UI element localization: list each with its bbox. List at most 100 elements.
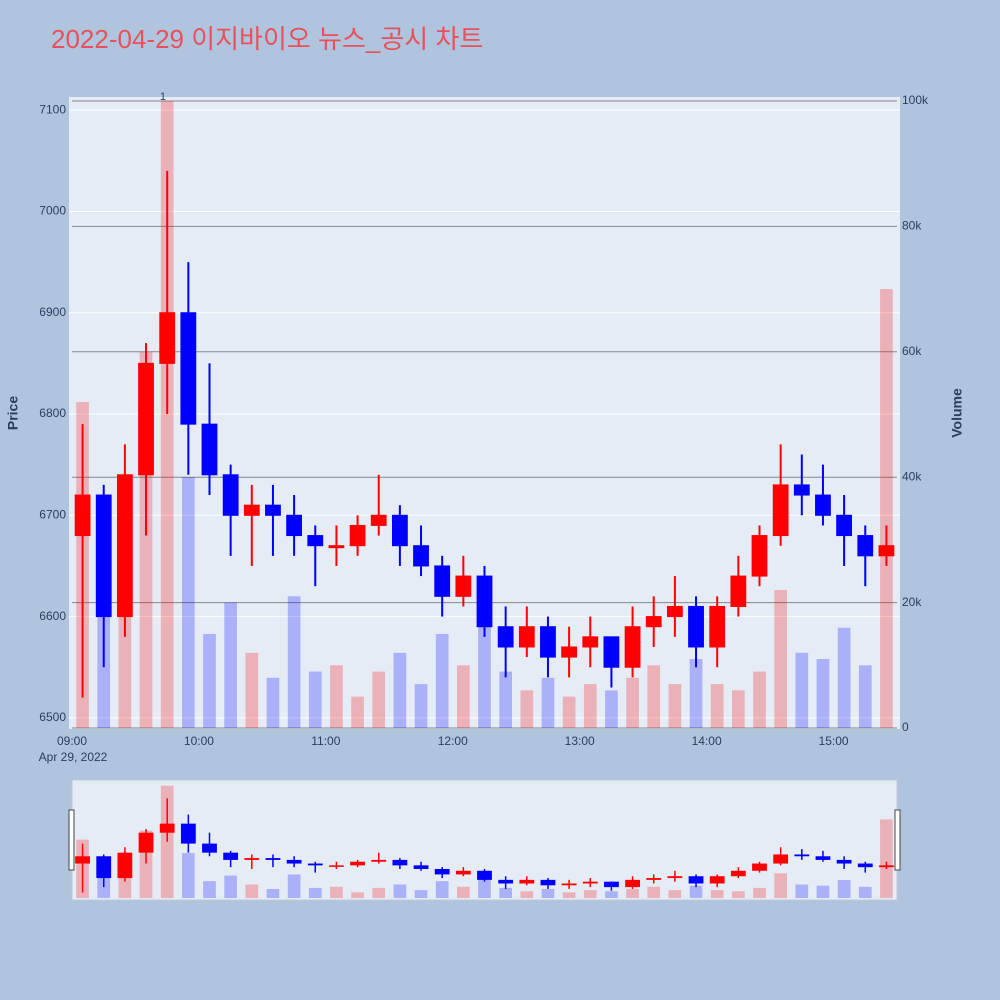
candle-body — [95, 494, 112, 618]
slider-body — [752, 863, 767, 871]
volume-bar — [541, 677, 555, 728]
slider-body — [794, 854, 810, 857]
slider-body — [286, 859, 302, 864]
y2-axis-title: Volume — [949, 388, 965, 438]
candle-body — [645, 616, 662, 628]
x-tick-label: 11:00 — [311, 734, 340, 748]
volume-bar — [245, 652, 259, 728]
slider-body — [244, 858, 260, 860]
volume-bar — [224, 602, 237, 728]
slider-volume — [308, 887, 322, 898]
candle-body — [116, 474, 133, 618]
candle-body — [307, 535, 324, 547]
slider-volume — [351, 892, 364, 898]
slider-volume — [266, 889, 280, 898]
volume-bar — [626, 677, 639, 728]
slider-volume — [732, 891, 745, 898]
volume-bar — [795, 652, 809, 728]
slider-body — [392, 859, 408, 866]
x-tick-label: 13:00 — [565, 734, 595, 748]
x-tick-label: 14:00 — [692, 734, 722, 748]
candle-body — [793, 484, 810, 496]
slider-body — [836, 859, 852, 864]
volume-bar — [499, 671, 512, 728]
volume-bar — [457, 665, 470, 728]
candle-body — [74, 494, 91, 537]
candle-body — [413, 545, 429, 567]
slider-handle[interactable] — [68, 809, 75, 871]
candle-body — [561, 646, 578, 658]
volume-bar — [203, 633, 216, 728]
slider-volume — [414, 890, 428, 898]
slider-volume — [753, 887, 766, 898]
volume-bar — [668, 684, 682, 728]
annotation: 1 — [160, 91, 166, 103]
slider-body — [477, 870, 492, 880]
candle-body — [709, 605, 726, 648]
candle-body — [286, 514, 303, 537]
y2-tick-label: 100k — [902, 93, 929, 107]
candle-body — [772, 484, 789, 537]
candle-body — [540, 626, 556, 658]
slider-volume — [160, 785, 174, 898]
candle-body — [582, 636, 599, 648]
slider-volume — [647, 886, 661, 898]
slider-body — [730, 870, 746, 877]
candle-body — [201, 423, 218, 476]
slider-volume — [858, 886, 872, 898]
volume-bar — [689, 659, 703, 728]
volume-bar — [478, 615, 491, 728]
slider-volume — [182, 853, 195, 898]
volume-bar — [753, 671, 766, 728]
slider-body — [625, 879, 640, 888]
y-tick-label: 6600 — [39, 609, 66, 623]
slider-volume — [478, 877, 491, 898]
volume-bar — [774, 590, 787, 728]
slider-volume — [837, 880, 851, 898]
candle-body — [878, 545, 895, 557]
y2-tick-label: 80k — [902, 219, 922, 233]
slider-body — [879, 865, 894, 868]
candle-body — [180, 312, 197, 425]
volume-bar — [393, 652, 407, 728]
volume-bar — [308, 671, 322, 728]
candle-body — [476, 575, 493, 628]
y-tick-label: 7000 — [39, 204, 66, 218]
slider-volume — [816, 885, 830, 898]
slider-body — [688, 876, 704, 884]
slider-body — [561, 883, 577, 886]
candle-body — [624, 626, 641, 668]
slider-volume — [457, 886, 470, 898]
slider-volume — [562, 892, 576, 898]
volume-bar — [583, 684, 597, 728]
volume-bar — [520, 690, 534, 728]
slider-volume — [880, 819, 893, 898]
slider-body — [498, 879, 514, 884]
volume-bar — [351, 696, 364, 728]
slider-body — [434, 868, 450, 875]
volume-bar — [414, 684, 428, 728]
slider-body — [857, 863, 873, 868]
chart-title: 2022-04-29 이지바이오 뉴스_공시 차트 — [51, 24, 483, 54]
candle-body — [159, 312, 176, 364]
y2-tick-label: 20k — [902, 595, 922, 609]
x-tick-label: 09:00 — [57, 734, 87, 748]
y-axis-title: Price — [5, 396, 21, 430]
volume-bar — [837, 627, 851, 728]
slider-handle[interactable] — [894, 809, 901, 871]
candle-body — [751, 535, 768, 577]
candle-body — [518, 626, 535, 648]
candle-body — [349, 524, 366, 547]
slider-body — [202, 843, 217, 853]
slider-volume — [541, 889, 555, 898]
slider-body — [709, 876, 725, 884]
y-tick-label: 6800 — [39, 406, 66, 420]
y-tick-label: 7100 — [39, 102, 66, 116]
volume-bar — [435, 633, 449, 728]
candle-body — [857, 535, 874, 557]
x-tick-label: 15:00 — [819, 734, 849, 748]
volume-bar — [372, 671, 386, 728]
slider-body — [159, 823, 175, 833]
slider-body — [223, 852, 239, 860]
